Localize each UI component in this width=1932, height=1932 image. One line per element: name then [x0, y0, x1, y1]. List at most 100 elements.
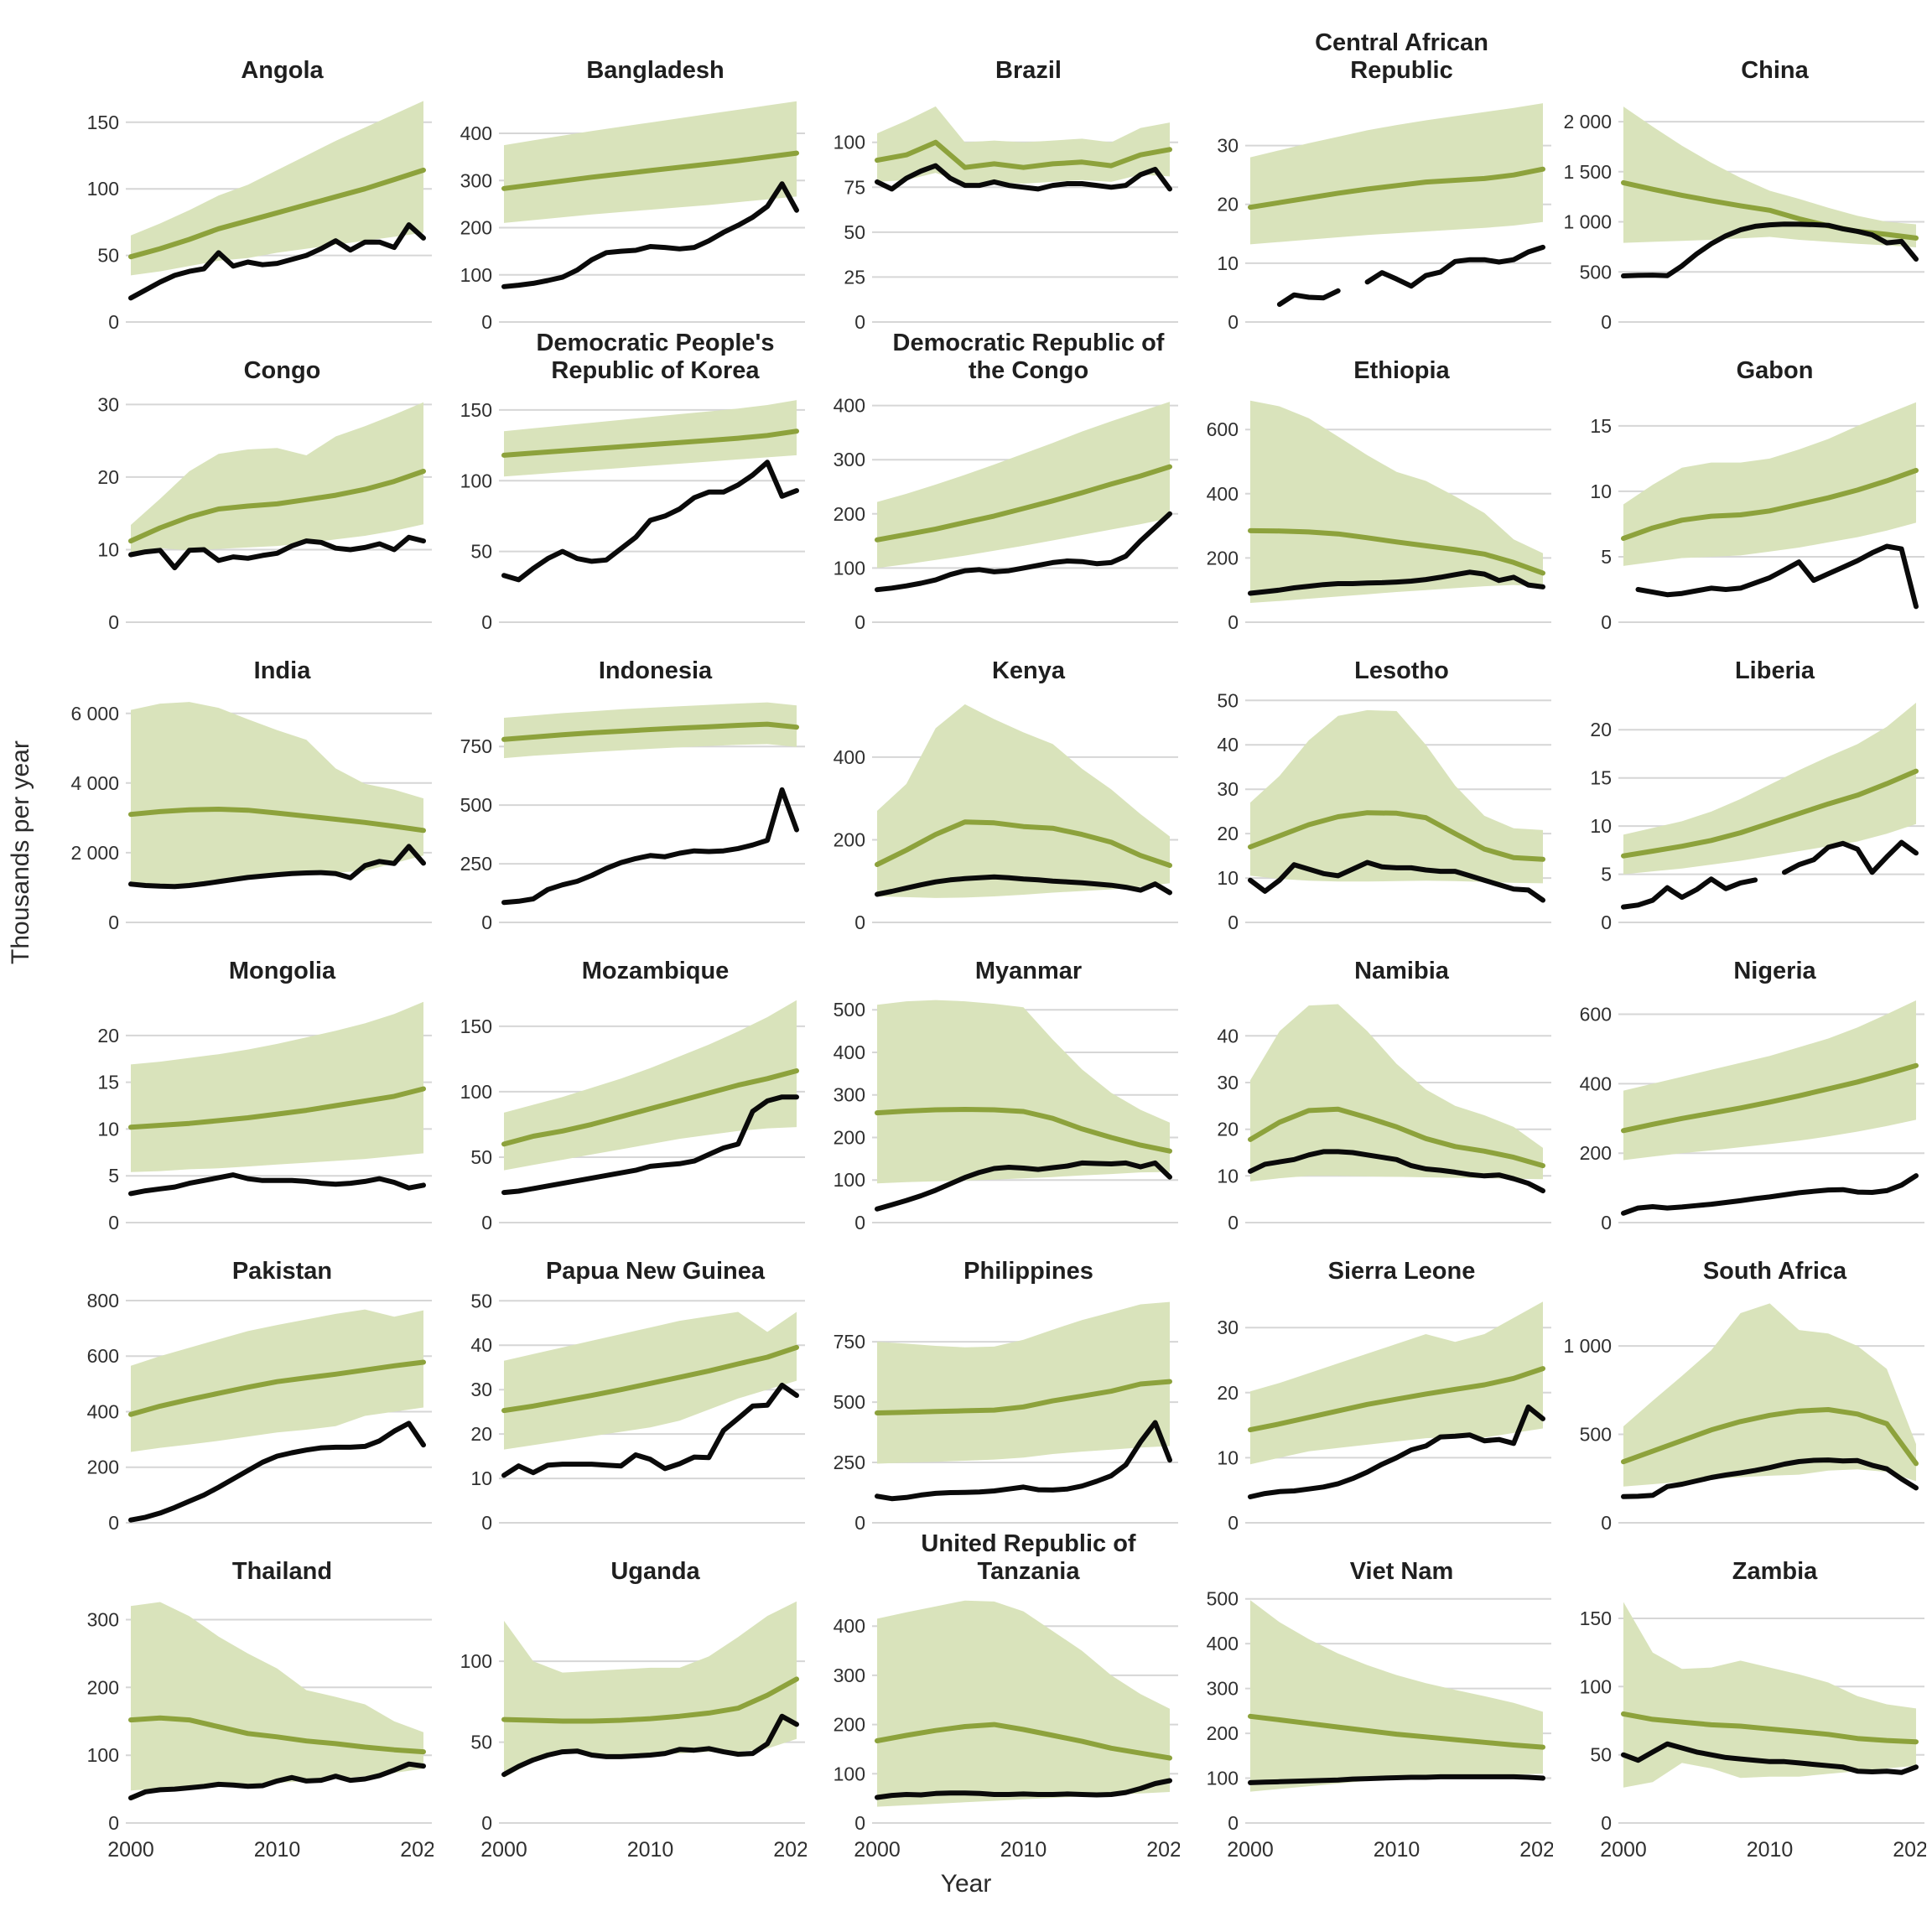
facet-panel: Sierra Leone 0 10 20 30	[1180, 1229, 1553, 1530]
y-tick-label: 30	[1217, 135, 1239, 157]
panel-chart: 0 500 1 000 1 500 2 000	[1563, 106, 1924, 329]
x-tick-label: 2010	[1374, 1838, 1420, 1862]
notifications-line	[501, 181, 799, 289]
y-tick-label: 0	[1601, 611, 1612, 629]
notifications-line	[128, 222, 426, 301]
estimate-line	[1621, 1711, 1919, 1745]
panel-title: Brazil	[807, 29, 1180, 89]
y-tick-label: 0	[1601, 1812, 1612, 1834]
panel-title-text: Democratic People's Republic of Korea	[536, 330, 775, 384]
y-tick-label: 50	[97, 245, 119, 267]
facet-panel: Brazil 0 25 50 75 100	[807, 29, 1180, 329]
estimate-line	[875, 139, 1172, 170]
y-tick-label: 6 000	[70, 703, 119, 724]
panel-title-text: Namibia	[1354, 957, 1449, 984]
y-tick-label: 300	[460, 169, 492, 191]
y-tick-label: 1 500	[1563, 161, 1612, 183]
panel-chart: 0 500 1 000	[1563, 1303, 1924, 1530]
y-tick-label: 30	[1217, 778, 1239, 800]
notifications-line	[875, 511, 1172, 593]
estimate-line	[1621, 1062, 1919, 1134]
x-tick-label: 2020	[773, 1838, 807, 1862]
y-tick-label: 0	[1228, 911, 1239, 929]
y-tick-label: 400	[834, 746, 865, 768]
facet-panel: Philippines 0 250 500 750	[807, 1229, 1180, 1530]
facet-panel: Congo 0 10 20 30	[60, 329, 434, 629]
y-tick-label: 15	[1590, 415, 1612, 437]
panel-chart: 0 2 000 4 000 6 000	[70, 702, 432, 929]
y-tick-label: 0	[108, 311, 119, 329]
panel-title: United Republic of Tanzania	[807, 1530, 1180, 1590]
facet-panel: Bangladesh 0 100 200 300 400	[434, 29, 807, 329]
y-tick-label: 0	[854, 311, 865, 329]
panel-title-text: China	[1741, 56, 1809, 84]
y-tick-label: 0	[108, 1812, 119, 1834]
facet-panel: Central African Republic 0 10 20 30	[1180, 29, 1553, 329]
estimate-line	[501, 1676, 799, 1724]
facet-panel: Ethiopia 0 200 400 600	[1180, 329, 1553, 629]
y-axis-label: Thousands per year	[7, 740, 34, 964]
y-tick-label: 300	[834, 1665, 865, 1686]
y-tick-label: 50	[470, 1290, 492, 1311]
panel-title-text: Angola	[241, 56, 324, 84]
notifications-line	[1248, 1149, 1545, 1194]
panel-title-text: Philippines	[963, 1257, 1093, 1285]
y-tick-label: 40	[1217, 734, 1239, 756]
y-tick-label: 0	[108, 1212, 119, 1229]
y-tick-label: 2 000	[70, 842, 119, 864]
y-tick-label: 200	[87, 1676, 119, 1698]
uncertainty-band	[1623, 703, 1916, 875]
facet-panel: Mozambique 0 50 100 150	[434, 929, 807, 1229]
facet-panel: Myanmar 0 100 200 300 400 500	[807, 929, 1180, 1229]
estimate-line	[501, 1068, 799, 1147]
uncertainty-band	[1623, 1303, 1916, 1487]
panel-title-text: Lesotho	[1354, 657, 1449, 684]
panel-chart: 0 5 10 15 20	[97, 1001, 432, 1229]
estimate-line	[128, 469, 426, 544]
facet-row: Pakistan 0 200 400 600 800 Papua New Guinea 0 10…	[60, 1229, 1926, 1530]
panel-title: Philippines	[807, 1229, 1180, 1290]
y-tick-label: 250	[460, 853, 492, 875]
y-tick-label: 200	[834, 829, 865, 851]
panel-chart: 0 5 10 15	[1590, 402, 1924, 629]
y-tick-label: 50	[470, 541, 492, 563]
notifications-line	[1621, 839, 1919, 910]
panel-chart: 0 100 200 300 2000 2010 2020	[87, 1602, 434, 1862]
y-tick-label: 10	[1217, 1165, 1239, 1187]
panel-title: Mozambique	[434, 929, 807, 989]
facet-panel: Democratic Republic of the Congo 0 100 200 3…	[807, 329, 1180, 629]
panel-title-text: Liberia	[1734, 657, 1815, 684]
x-tick-label: 2020	[1146, 1838, 1180, 1862]
y-tick-label: 0	[481, 1812, 492, 1834]
y-tick-label: 200	[87, 1457, 119, 1478]
y-tick-label: 0	[481, 611, 492, 629]
panel-title-text: Viet Nam	[1349, 1557, 1454, 1585]
y-tick-label: 30	[1217, 1317, 1239, 1338]
y-tick-label: 10	[1217, 1446, 1239, 1468]
estimate-line	[128, 167, 426, 260]
uncertainty-band	[1250, 1301, 1543, 1465]
x-tick-label: 2020	[1893, 1838, 1926, 1862]
facet-panel: Democratic People's Republic of Korea 0 50…	[434, 329, 807, 629]
notifications-line	[1621, 1457, 1919, 1499]
y-tick-label: 2 000	[1563, 111, 1612, 132]
notifications-line	[501, 1094, 799, 1196]
y-tick-label: 50	[1217, 689, 1239, 711]
y-tick-label: 50	[470, 1732, 492, 1753]
y-tick-label: 300	[834, 1084, 865, 1106]
y-tick-label: 50	[470, 1146, 492, 1168]
notifications-line	[128, 1172, 426, 1197]
y-tick-label: 0	[854, 911, 865, 929]
y-tick-label: 750	[834, 1331, 865, 1353]
y-tick-label: 0	[108, 611, 119, 629]
estimate-line	[128, 1359, 426, 1417]
y-tick-label: 200	[1580, 1142, 1612, 1164]
estimate-line	[501, 721, 799, 742]
notifications-line	[1621, 221, 1919, 278]
panel-chart: 0 10 20 30 40	[1217, 1004, 1551, 1229]
panel-chart: 0 10 20 30	[1217, 1301, 1551, 1530]
uncertainty-band	[877, 402, 1170, 569]
panel-chart: 0 10 20 30	[97, 393, 432, 629]
facet-panel: Liberia 0 5 10 15 20	[1553, 629, 1926, 929]
notifications-line	[128, 1420, 426, 1523]
